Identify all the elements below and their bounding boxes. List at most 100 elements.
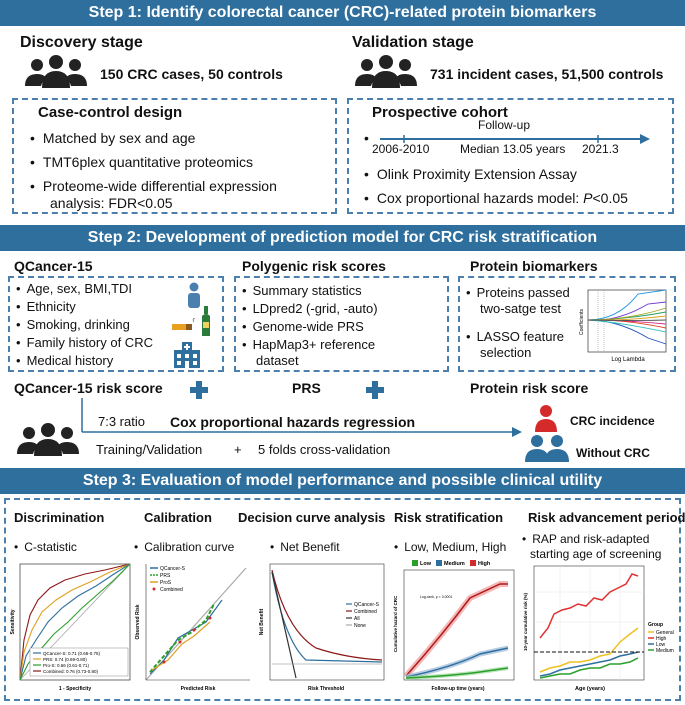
prs-heading: Polygenic risk scores xyxy=(242,258,386,274)
km-chart: Low Medium High Log-rank, p < 0.0001 Fol… xyxy=(393,560,515,692)
qcancer-bullet-5: Medical history xyxy=(16,353,114,368)
people-icon xyxy=(355,55,417,88)
dca-ylabel: Net Benefit xyxy=(259,608,265,635)
crc-incidence: CRC incidence xyxy=(570,414,655,428)
timeline-bullet: • xyxy=(364,130,369,146)
calibration-chart: QCancer-S PRS ProS Combined Predicted Ri… xyxy=(135,564,250,692)
cal-xlabel: Predicted Risk xyxy=(181,686,216,692)
panel-title-dca: Decision curve analysis xyxy=(238,510,386,525)
roc-legend-3: Pro-S: 0.66 (0.61-0.71) xyxy=(43,663,90,668)
prs-bullet-2: LDpred2 (-grid, -auto) xyxy=(242,301,378,316)
hospital-icon xyxy=(174,342,200,368)
protein-bullet-1: Proteins passed xyxy=(466,285,570,300)
bottle-icon xyxy=(202,306,210,336)
roc-ylabel: Sensitivity xyxy=(10,609,16,634)
rap-xlabel: Age (years) xyxy=(575,686,605,692)
rap-chart: Group General High Low Medium Age (years… xyxy=(523,565,674,692)
protein-bullet-2b: selection xyxy=(480,345,532,360)
validation-bullet-2: Cox proportional hazards model: P<0.05 xyxy=(364,190,628,206)
dca-xlabel: Risk Threshold xyxy=(308,686,344,692)
blue-people-icon xyxy=(525,435,569,462)
cohort-box xyxy=(347,98,674,214)
lasso-plot: Log Lambda Coefficients xyxy=(579,289,667,363)
discovery-bullet-2: TMT6plex quantitative proteomics xyxy=(30,154,253,170)
discovery-heading: Discovery stage xyxy=(20,34,143,51)
discovery-bullet-1: Matched by sex and age xyxy=(30,130,196,146)
validation-cases: 731 incident cases, 51,500 controls xyxy=(430,66,664,82)
cal-ylabel: Observed Risk xyxy=(135,604,141,639)
panel-bullet-discrimination: C-statistic xyxy=(14,540,77,554)
cv-label: 5 folds cross-validation xyxy=(258,442,391,457)
without-crc: Without CRC xyxy=(576,446,650,460)
people-icon xyxy=(17,423,79,456)
panel-bullet-rap-2: starting age of screening xyxy=(530,547,662,561)
plus-icon xyxy=(190,381,208,399)
qcancer-bullet-2: Ethnicity xyxy=(16,299,76,314)
timeline-start: 2006-2010 xyxy=(372,142,430,156)
dca-chart: QCancer-S Combined All None Risk Thresho… xyxy=(259,563,385,692)
panel-title-calibration: Calibration xyxy=(144,510,212,525)
people-icon xyxy=(25,55,87,88)
dca-legend-4: None xyxy=(354,623,366,629)
dca-legend-3: All xyxy=(354,616,360,622)
person-icon xyxy=(188,282,200,308)
step1-banner: Step 1: Identify colorectal cancer (CRC)… xyxy=(0,0,685,26)
rap-legend-general: General xyxy=(656,630,674,636)
km-ylabel: Cumulative hazard of CRC xyxy=(393,595,398,652)
step3-box xyxy=(4,498,681,701)
km-xlabel: Follow-up time (years) xyxy=(431,686,484,692)
rap-ylabel: 10-year cumulative risk (%) xyxy=(523,592,528,651)
roc-chart: QCancer-S: 0.71 (0.66-0.75) PRS: 0.74 (0… xyxy=(10,563,131,692)
rap-legend-low: Low xyxy=(656,642,666,648)
rap-legend-title: Group xyxy=(648,622,663,628)
qcancer-bullet-3: Smoking, drinking xyxy=(16,317,130,332)
panel-title-rap: Risk advancement period xyxy=(528,510,685,525)
discovery-bullet-3b: analysis: FDR<0.05 xyxy=(50,195,173,211)
roc-xlabel: 1 - Specificity xyxy=(59,686,91,692)
plus-icon xyxy=(366,381,384,399)
km-annotation: Log-rank, p < 0.0001 xyxy=(420,595,452,599)
cigarette-icon xyxy=(172,318,196,330)
case-control-title: Case-control design xyxy=(38,104,183,121)
cox-label: Cox proportional hazards regression xyxy=(170,414,416,430)
qcancer-bullet-4: Family history of CRC xyxy=(16,335,153,350)
km-legend-medium: Medium xyxy=(444,561,465,567)
followup-label: Follow-up xyxy=(478,118,531,132)
panel-bullet-calibration: Calibration curve xyxy=(134,540,234,554)
km-legend-low: Low xyxy=(420,561,432,567)
prs-bullet-3: Genome-wide PRS xyxy=(242,319,364,334)
panel-title-discrimination: Discrimination xyxy=(14,510,105,525)
lasso-xlabel: Log Lambda xyxy=(611,357,645,363)
protein-box xyxy=(458,276,676,372)
qcancer-score: QCancer-15 risk score xyxy=(14,380,163,396)
timeline-median: Median 13.05 years xyxy=(460,142,566,156)
rap-legend-high: High xyxy=(656,636,667,642)
protein-bullet-1b: two-satge test xyxy=(480,301,561,316)
discovery-bullet-3: Proteome-wide differential expression xyxy=(30,178,277,194)
roc-legend-1: QCancer-S: 0.71 (0.66-0.75) xyxy=(43,651,101,656)
roc-legend-4: Combined: 0.76 (0.73-0.80) xyxy=(43,669,99,674)
cal-legend-4: Combined xyxy=(160,587,183,593)
panel-title-risk-strat: Risk stratification xyxy=(394,510,504,525)
red-person-icon xyxy=(535,405,557,432)
plus-label: + xyxy=(234,442,242,457)
cohort-title: Prospective cohort xyxy=(372,104,508,121)
ratio-label: 7:3 ratio xyxy=(98,414,145,429)
panel-bullet-rap: RAP and risk-adapted xyxy=(522,532,649,546)
step2-title: Step 2: Development of prediction model … xyxy=(87,229,598,246)
protein-bullet-2: LASSO feature xyxy=(466,329,564,344)
km-legend-high: High xyxy=(478,561,491,567)
qcancer-bullet-1: Age, sex, BMI,TDI xyxy=(16,281,132,296)
roc-legend-2: PRS: 0.74 (0.69-0.80) xyxy=(43,657,87,662)
prs-bullet-4b: dataset xyxy=(256,353,299,368)
dca-legend-1: QCancer-S xyxy=(354,602,380,608)
step1-title: Step 1: Identify colorectal cancer (CRC)… xyxy=(88,4,597,21)
qcancer-box xyxy=(8,276,224,372)
prs-bullet-4: HapMap3+ reference xyxy=(242,337,376,352)
timeline-arrow xyxy=(380,134,650,144)
prs-box xyxy=(234,276,449,372)
validation-heading: Validation stage xyxy=(352,34,474,51)
protein-heading: Protein biomarkers xyxy=(470,258,598,274)
cal-legend-2: PRS xyxy=(160,573,171,579)
discovery-cases: 150 CRC cases, 50 controls xyxy=(100,66,283,82)
